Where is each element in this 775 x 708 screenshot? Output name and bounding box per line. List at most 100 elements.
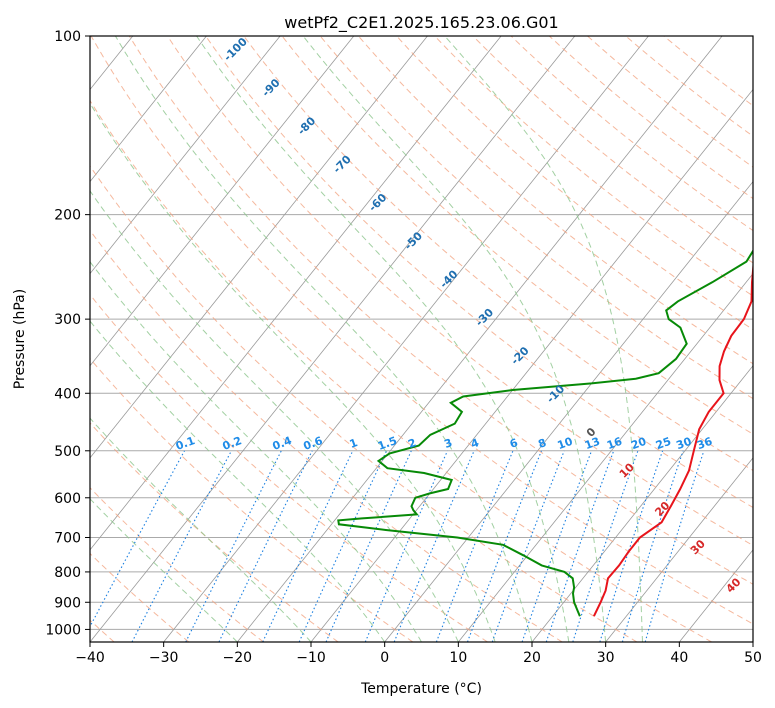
dry-adiabat-line xyxy=(548,36,753,200)
dry-adiabat-line xyxy=(90,293,488,642)
adiabat-label: 20 xyxy=(652,499,672,519)
mixing-ratio-line xyxy=(364,450,449,642)
axis-ticks: −40 −30 −20 −10 0 10 20 30 40 5010020030040050060… xyxy=(45,29,762,666)
mixing-ratio-line xyxy=(466,450,543,642)
moist-adiabat-line xyxy=(90,102,496,642)
isotherm-line xyxy=(310,88,753,642)
mixing-ratio-label: 0.2 xyxy=(221,434,244,453)
mixing-ratio-label: 0.4 xyxy=(271,434,294,453)
x-tick-label: −20 xyxy=(223,650,253,666)
dewpoint-line xyxy=(337,249,753,617)
background-lines xyxy=(0,36,753,642)
mixing-ratio-line xyxy=(262,450,354,642)
mixing-ratio-label: 25 xyxy=(654,435,673,452)
dry-adiabat-line xyxy=(319,36,753,400)
mixing-ratio-label: 16 xyxy=(605,435,624,453)
x-tick-label: −30 xyxy=(149,650,179,666)
mixing-ratio-line xyxy=(572,450,639,642)
dry-adiabat-line xyxy=(90,552,190,642)
isotherm-line xyxy=(163,36,649,642)
mixing-ratio-label: 13 xyxy=(583,435,602,452)
adiabat-label: -60 xyxy=(366,191,389,214)
mixing-ratio-line xyxy=(218,450,313,642)
x-tick-label: −10 xyxy=(296,650,326,666)
dry-adiabat-line xyxy=(90,357,414,642)
dry-adiabat-line xyxy=(90,99,712,642)
dry-adiabat-line xyxy=(128,36,753,585)
dry-adiabat-line xyxy=(90,36,753,625)
moist-adiabat-line xyxy=(196,36,570,642)
moist-adiabat-line xyxy=(90,190,459,642)
isotherm-line xyxy=(531,365,753,642)
mixing-ratio-label: 4 xyxy=(469,436,481,451)
dry-adiabat-line xyxy=(90,487,264,642)
dry-adiabat-line xyxy=(663,36,753,107)
adiabat-label: 30 xyxy=(688,537,708,557)
adiabat-label: -50 xyxy=(402,229,425,252)
moist-adiabat-line xyxy=(302,36,607,642)
isotherm-line xyxy=(237,36,723,642)
dry-adiabat-line xyxy=(587,36,753,168)
isotherm-line xyxy=(90,36,355,367)
adiabat-label: -40 xyxy=(437,267,460,290)
mixing-ratio-label: 36 xyxy=(695,435,714,453)
dry-adiabat-line xyxy=(205,36,753,509)
y-tick-label: 1000 xyxy=(45,622,81,638)
moist-adiabat-line xyxy=(444,36,643,642)
mixing-ratio-label: 0.1 xyxy=(174,434,197,453)
y-tick-label: 900 xyxy=(54,595,81,611)
dry-adiabat-line xyxy=(396,36,753,331)
temperature-line xyxy=(592,260,753,617)
isotherm-line xyxy=(90,36,428,459)
mixing-ratio-line xyxy=(393,450,475,642)
y-axis-label: Pressure (hPa) xyxy=(12,289,28,389)
y-tick-label: 100 xyxy=(54,29,81,45)
isotherm-line xyxy=(752,641,753,642)
dry-adiabat-line xyxy=(434,36,753,297)
y-tick-label: 200 xyxy=(54,208,81,224)
y-tick-label: 500 xyxy=(54,444,81,460)
mixing-ratio-line xyxy=(131,450,232,642)
isotherm-line xyxy=(90,36,576,642)
isotherm-line xyxy=(90,36,502,551)
mixing-ratio-label: 30 xyxy=(674,435,693,453)
adiabat-label: -70 xyxy=(331,153,354,176)
moist-adiabat-line xyxy=(90,260,422,642)
mixing-ratio-label: 10 xyxy=(556,435,575,453)
mixing-ratio-line xyxy=(644,450,705,642)
mixing-ratio-line xyxy=(435,450,514,642)
moist-adiabat-line xyxy=(114,36,533,642)
moist-adiabat-line xyxy=(90,417,312,642)
dry-adiabat-line xyxy=(90,165,638,642)
mixing-ratio-line xyxy=(491,450,565,642)
isotherm-line xyxy=(90,36,281,275)
mixing-ratio-line xyxy=(90,450,185,628)
mixing-ratio-label: 1 xyxy=(348,436,360,451)
mixing-ratio-label: 20 xyxy=(629,435,648,453)
x-tick-label: 20 xyxy=(523,650,541,666)
adiabat-label: -80 xyxy=(295,114,318,137)
dry-adiabat-line xyxy=(358,36,753,365)
mixing-ratio-line xyxy=(545,450,615,642)
x-tick-label: 30 xyxy=(597,650,615,666)
dry-adiabat-line xyxy=(90,229,563,642)
y-tick-label: 400 xyxy=(54,386,81,402)
mixing-ratio-line xyxy=(521,450,593,642)
dry-adiabat-line xyxy=(90,422,339,642)
isotherm-line xyxy=(0,36,59,642)
mixing-ratio-line xyxy=(185,450,282,642)
mixing-ratio-line xyxy=(621,450,684,642)
mixing-ratio-label: 0.6 xyxy=(302,434,325,453)
x-tick-label: 0 xyxy=(380,650,389,666)
x-axis-label: Temperature (°C) xyxy=(360,681,482,697)
mixing-ratio-line xyxy=(298,450,387,642)
dry-adiabat-line xyxy=(167,36,753,546)
y-tick-label: 700 xyxy=(54,531,81,547)
adiabat-label: 40 xyxy=(724,575,744,595)
y-tick-label: 800 xyxy=(54,565,81,581)
mixing-ratio-label: 6 xyxy=(508,436,520,451)
x-tick-label: 10 xyxy=(449,650,467,666)
mixing-ratio-label: 2 xyxy=(406,436,418,451)
y-tick-label: 300 xyxy=(54,312,81,328)
